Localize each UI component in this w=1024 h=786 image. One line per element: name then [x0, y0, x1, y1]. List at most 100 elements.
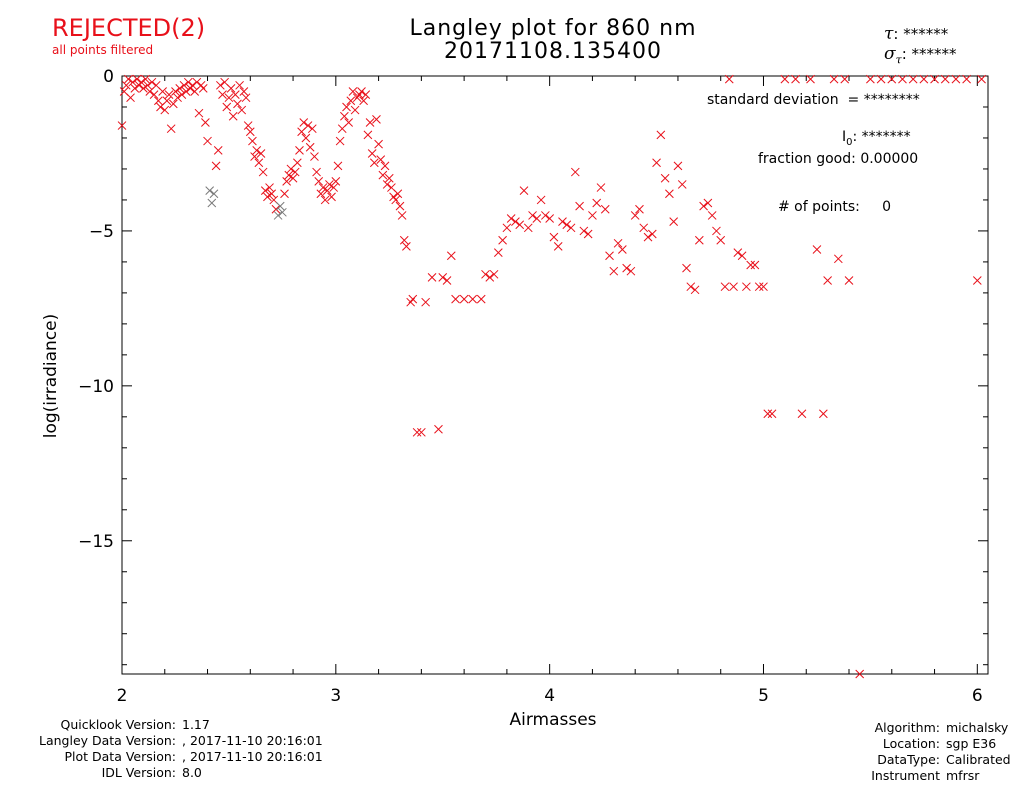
data-point	[643, 232, 653, 242]
data-point	[273, 211, 283, 220]
data-point	[198, 84, 208, 93]
data-point	[412, 427, 422, 437]
data-point	[265, 183, 274, 192]
data-point	[972, 276, 982, 285]
data-point	[164, 90, 174, 99]
data-point	[344, 118, 354, 127]
data-point	[737, 251, 747, 261]
data-point	[791, 74, 800, 84]
data-point	[252, 146, 262, 155]
data-point	[201, 118, 210, 127]
data-point	[669, 217, 679, 226]
data-point	[194, 108, 204, 118]
data-point	[141, 74, 150, 84]
data-point	[583, 229, 593, 239]
data-point	[243, 121, 253, 130]
data-point	[493, 248, 503, 257]
data-point	[128, 77, 138, 87]
y-tick-label: −15	[78, 532, 114, 552]
npoints-value: 0	[882, 199, 892, 215]
data-point	[855, 669, 865, 679]
data-point	[271, 204, 281, 214]
data-point	[162, 96, 172, 106]
y-tick-label: 0	[103, 67, 114, 87]
data-point	[720, 282, 730, 292]
data-point	[951, 74, 961, 84]
data-point	[618, 245, 627, 254]
footer-row: Langley Data Version:, 2017-11-10 20:16:…	[38, 733, 323, 748]
data-point	[930, 74, 939, 84]
x-tick-label: 3	[330, 686, 341, 706]
data-point	[421, 297, 430, 307]
data-point	[228, 111, 238, 121]
data-point	[502, 223, 512, 233]
data-point	[316, 189, 326, 199]
data-point	[686, 282, 696, 292]
data-point	[237, 105, 247, 115]
data-point	[476, 294, 486, 304]
data-point	[451, 294, 460, 304]
data-point	[367, 149, 377, 158]
data-point	[780, 74, 790, 84]
data-point	[153, 96, 163, 106]
data-point	[806, 74, 815, 84]
data-point	[647, 229, 657, 239]
data-point	[962, 74, 971, 84]
data-point	[278, 207, 287, 217]
data-point	[733, 248, 743, 257]
npoints-label: # of points:	[778, 199, 860, 215]
data-point	[314, 176, 324, 186]
sigma-tau-value: ******	[911, 45, 957, 63]
data-point	[866, 74, 875, 84]
data-point	[230, 90, 240, 99]
data-point	[376, 155, 386, 165]
data-point	[139, 84, 148, 93]
data-point	[446, 251, 456, 261]
tau-readout: τ: ******	[884, 24, 949, 44]
data-point	[677, 180, 687, 189]
data-point	[759, 282, 768, 292]
y-axis-label: log(irradiance)	[41, 314, 61, 439]
data-point	[754, 282, 764, 292]
data-point	[652, 158, 661, 168]
data-point	[977, 74, 986, 84]
data-point	[132, 74, 142, 84]
data-point	[703, 198, 713, 208]
data-point	[613, 238, 623, 248]
npoints-readout: # of points: 0	[778, 199, 891, 215]
data-point	[348, 87, 358, 96]
data-point	[553, 242, 563, 251]
data-point	[393, 189, 403, 199]
data-point	[549, 232, 559, 242]
fraction-value: 0.00000	[860, 151, 919, 167]
data-point	[369, 158, 379, 168]
x-axis-label: Airmasses	[509, 710, 596, 730]
footer-row: IDL Version: 8.0	[101, 765, 202, 780]
data-point	[126, 93, 135, 103]
status-sublabel: all points filtered	[52, 43, 154, 57]
data-point	[673, 161, 683, 171]
sigma-tau-symbol-icon: στ	[884, 44, 902, 67]
data-point	[523, 223, 533, 233]
data-point	[812, 245, 822, 254]
data-point	[318, 183, 328, 192]
data-point	[340, 111, 349, 121]
data-point	[280, 189, 289, 199]
data-point	[402, 242, 411, 251]
data-point	[263, 192, 272, 202]
data-point	[335, 136, 345, 146]
data-point	[532, 214, 542, 223]
data-point	[124, 74, 133, 84]
data-point	[699, 201, 708, 211]
x-axis-ticks: 2 3 4 5 6	[117, 76, 983, 706]
data-point	[489, 269, 499, 279]
data-point	[235, 80, 244, 90]
data-point	[361, 90, 371, 99]
data-point	[919, 74, 929, 84]
data-point	[558, 217, 567, 226]
data-point	[168, 99, 178, 109]
data-point	[275, 201, 285, 211]
data-point	[359, 96, 368, 106]
data-point	[399, 235, 409, 245]
data-point	[665, 189, 674, 199]
